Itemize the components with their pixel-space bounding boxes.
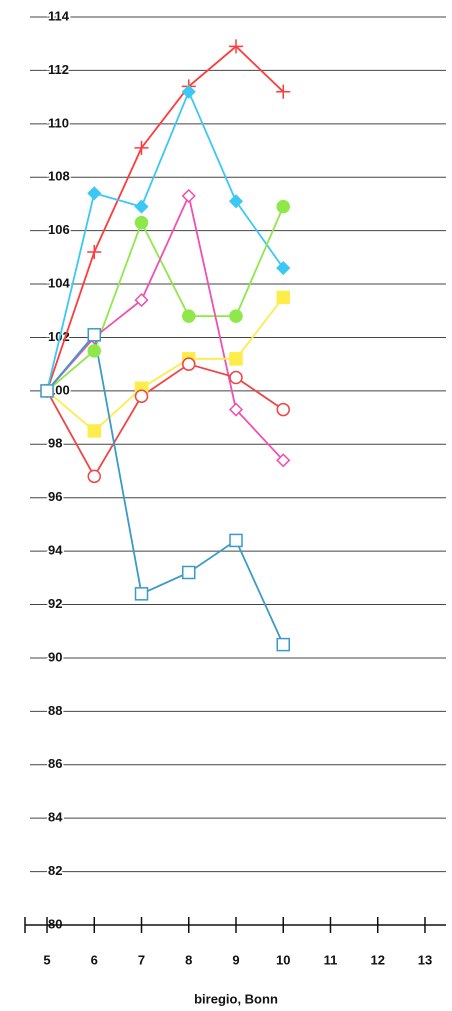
y-tick-label: 86 — [48, 756, 62, 771]
marker — [87, 424, 102, 438]
marker — [134, 389, 149, 403]
marker — [228, 402, 244, 417]
marker — [229, 370, 243, 385]
marker — [87, 186, 102, 201]
marker — [87, 245, 102, 260]
marker — [87, 344, 102, 358]
marker — [134, 215, 149, 230]
marker — [229, 533, 243, 548]
y-tick-label: 98 — [48, 436, 62, 451]
y-tick-label: 108 — [48, 169, 70, 184]
y-tick-label: 104 — [48, 275, 70, 290]
x-tick-label: 13 — [418, 952, 432, 967]
series-line — [46, 206, 285, 392]
marker — [276, 260, 291, 276]
x-tick-label: 7 — [138, 952, 145, 967]
y-tick-label: 96 — [48, 489, 62, 504]
marker — [228, 194, 244, 209]
marker — [134, 140, 149, 155]
series-line — [46, 45, 284, 392]
marker — [181, 84, 196, 99]
marker — [276, 290, 290, 305]
marker — [276, 637, 290, 652]
marker — [181, 188, 196, 203]
x-tick-label: 6 — [91, 952, 98, 967]
marker — [276, 84, 291, 99]
marker — [134, 587, 149, 601]
x-tick-label: 12 — [370, 952, 384, 967]
y-tick-label: 88 — [48, 703, 62, 718]
series-line — [46, 363, 284, 479]
y-tick-label: 82 — [48, 863, 62, 878]
series-line — [46, 296, 284, 433]
marker — [276, 453, 291, 468]
x-tick-label: 8 — [185, 952, 192, 967]
marker — [134, 293, 149, 308]
series-line — [46, 89, 284, 392]
y-tick-label: 80 — [48, 916, 62, 931]
series-line — [46, 332, 285, 645]
marker — [276, 402, 290, 417]
x-tick-label: 5 — [43, 952, 50, 967]
x-tick-label: 11 — [324, 952, 338, 967]
y-tick-label: 84 — [48, 810, 63, 825]
y-tick-label: 92 — [48, 596, 62, 611]
x-tick-label: 9 — [232, 952, 239, 967]
x-axis-label: biregio, Bonn — [194, 991, 278, 1006]
y-tick-label: 106 — [48, 222, 70, 237]
marker — [229, 309, 243, 323]
marker — [182, 357, 196, 371]
marker — [182, 309, 196, 323]
y-tick-label: 112 — [48, 62, 69, 77]
marker — [40, 384, 54, 398]
marker — [229, 39, 243, 54]
marker — [276, 199, 290, 214]
marker — [134, 199, 149, 214]
series-line — [46, 193, 284, 461]
marker — [87, 328, 102, 342]
y-tick-label: 110 — [48, 115, 69, 130]
marker — [182, 565, 196, 580]
y-tick-label: 114 — [48, 8, 70, 23]
marker — [229, 352, 243, 366]
y-tick-label: 94 — [48, 543, 63, 558]
y-tick-label: 90 — [48, 649, 62, 664]
marker — [87, 469, 102, 484]
x-tick-label: 10 — [276, 952, 290, 967]
